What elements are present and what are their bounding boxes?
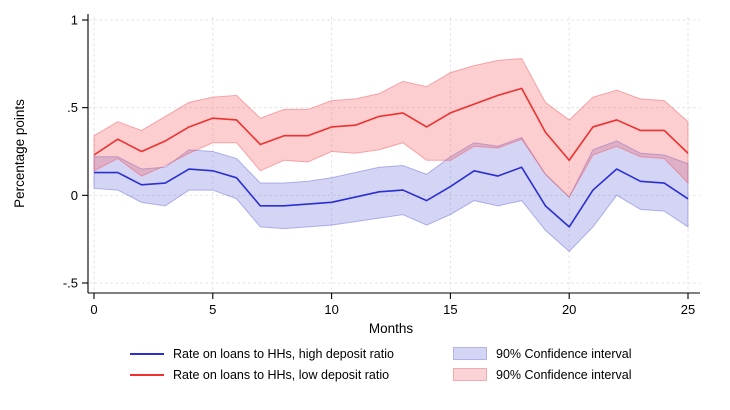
x-tick-label: 15 [443, 302, 457, 317]
series-line-high-deposit [94, 166, 689, 228]
legend-ci-column: 90% Confidence interval 90% Confidence i… [453, 343, 632, 385]
legend-label-ci-low: 90% Confidence interval [496, 367, 632, 382]
legend-label-low-deposit: Rate on loans to HHs, low deposit ratio [173, 367, 390, 382]
red-ci-swatch-icon [453, 368, 487, 381]
y-tick-label: .5 [67, 100, 78, 115]
y-tick-label: 0 [71, 188, 78, 203]
legend-item-ci-low-deposit: 90% Confidence interval [453, 364, 632, 385]
series-line-low-deposit [93, 87, 689, 162]
blue-ci-swatch-icon [453, 347, 487, 360]
y-axis-title: Percentage points [12, 99, 27, 208]
x-tick-label: 5 [209, 302, 216, 317]
x-tick-label: 10 [324, 302, 338, 317]
legend-label-ci-high: 90% Confidence interval [496, 346, 632, 361]
x-tick-label: 25 [681, 302, 695, 317]
y-tick-label: -.5 [63, 275, 78, 290]
red-line-sample-icon [130, 373, 164, 376]
legend-label-high-deposit: Rate on loans to HHs, high deposit ratio [173, 346, 394, 361]
plot-area: 1 .5 0 -.5 0 5 10 15 20 25 Months Percentage points [12, 13, 700, 336]
legend-line-column: Rate on loans to HHs, high deposit ratio… [130, 343, 394, 385]
axes: 1 .5 0 -.5 0 5 10 15 20 25 [63, 13, 700, 317]
ci-band-low-deposit [93, 58, 689, 198]
legend: Rate on loans to HHs, high deposit ratio… [0, 343, 730, 393]
x-tick-label: 20 [562, 302, 576, 317]
y-tick-label: 1 [71, 13, 78, 28]
legend-item-high-deposit: Rate on loans to HHs, high deposit ratio [130, 343, 394, 364]
blue-line-sample-icon [130, 352, 164, 355]
legend-item-low-deposit: Rate on loans to HHs, low deposit ratio [130, 364, 394, 385]
x-axis-title: Months [369, 321, 414, 336]
legend-item-ci-high-deposit: 90% Confidence interval [453, 343, 632, 364]
x-tick-label: 0 [90, 302, 97, 317]
ci-band-high-deposit [93, 136, 689, 253]
gridlines [89, 17, 700, 293]
